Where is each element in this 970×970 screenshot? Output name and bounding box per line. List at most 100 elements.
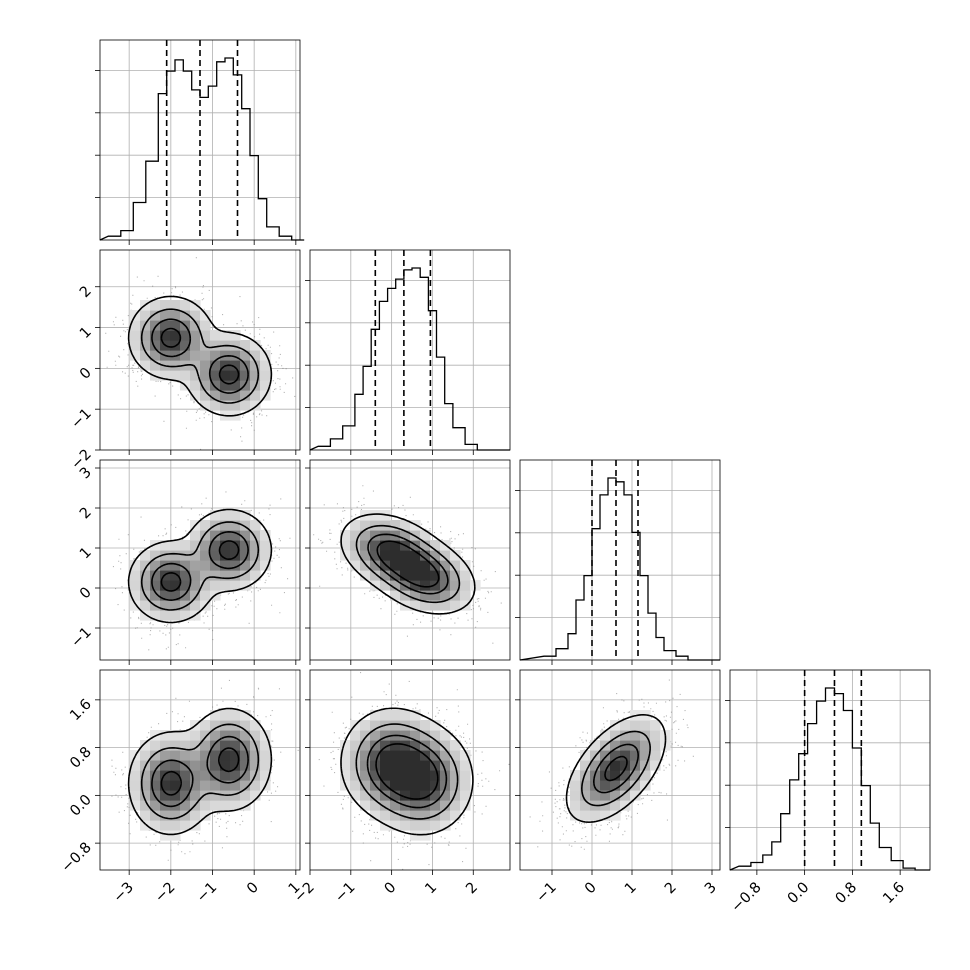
density-cell <box>230 770 241 781</box>
density-cell <box>430 560 441 571</box>
density-cell <box>350 760 361 771</box>
density-cell <box>230 740 241 751</box>
density-cell <box>620 730 631 741</box>
density-cell <box>130 570 141 581</box>
y-tick-label: 2 <box>77 505 95 523</box>
density-cell <box>410 590 421 601</box>
density-cell <box>160 820 171 831</box>
density-cell <box>260 360 271 371</box>
density-cell <box>230 520 241 531</box>
density-cell <box>240 790 251 801</box>
density-cell <box>450 740 461 751</box>
density-cell <box>220 800 231 811</box>
density-cell <box>430 790 441 801</box>
density-cell <box>180 300 191 311</box>
density-cell <box>130 580 141 591</box>
density-cell <box>190 370 201 381</box>
density-cell <box>220 560 231 571</box>
density-cell <box>650 730 661 741</box>
density-cell <box>150 370 161 381</box>
density-cell <box>240 560 251 571</box>
density-cell <box>400 760 411 771</box>
density-cell <box>240 570 251 581</box>
density-cell <box>260 730 271 741</box>
density-cell <box>180 600 191 611</box>
density-cell <box>170 600 181 611</box>
density-cell <box>440 770 451 781</box>
scatter-panel-0-1 <box>95 249 301 455</box>
density-cell <box>180 330 191 341</box>
density-cell <box>360 760 371 771</box>
density-cell <box>150 350 161 361</box>
density-cell <box>640 770 651 781</box>
density-cell <box>170 300 181 311</box>
hist-panel-1 <box>305 249 511 455</box>
density-cell <box>250 350 261 361</box>
density-cell <box>600 780 611 791</box>
density-cell <box>400 770 411 781</box>
density-cell <box>390 810 401 821</box>
density-cell <box>250 760 261 771</box>
density-cell <box>640 720 651 731</box>
density-cell <box>160 550 171 561</box>
histogram-1 <box>309 267 510 451</box>
x-tick-label: 0 <box>244 880 262 898</box>
density-cell <box>220 530 231 541</box>
density-cell <box>380 740 391 751</box>
density-cell <box>430 590 441 601</box>
density-cell <box>160 370 171 381</box>
density-cell <box>630 720 641 731</box>
density-cell <box>360 750 371 761</box>
density-cell <box>240 350 251 361</box>
contour-1 <box>151 531 249 601</box>
density-cell <box>180 370 191 381</box>
scatter-panel-2-3 <box>515 669 721 875</box>
density-cell <box>230 560 241 571</box>
density-cell <box>440 740 451 751</box>
density-cell <box>190 320 201 331</box>
density-cell <box>140 610 151 621</box>
y-tick-label: 0 <box>77 365 95 383</box>
density-cell <box>200 520 211 531</box>
density-cell <box>140 350 151 361</box>
density-cell <box>430 600 441 611</box>
density-cell <box>430 800 441 811</box>
density-cell <box>240 760 251 771</box>
density-cell <box>260 740 271 751</box>
density-cell <box>590 810 601 821</box>
density-cell <box>260 560 271 571</box>
x-tick-label: 1 <box>422 880 440 898</box>
density-cell <box>210 390 221 401</box>
axes-frame <box>309 249 511 451</box>
density-cell <box>180 740 191 751</box>
density-cell <box>420 550 431 561</box>
density-cell <box>240 750 251 761</box>
density-cell <box>360 790 371 801</box>
density-cell <box>600 790 611 801</box>
density-cell <box>160 740 171 751</box>
density-cell <box>130 600 141 611</box>
y-tick-label: −1 <box>68 625 94 651</box>
density-cell <box>410 750 421 761</box>
density-cell <box>400 810 411 821</box>
density-cell <box>370 520 381 531</box>
density-cell <box>410 830 421 841</box>
density-cell <box>230 790 241 801</box>
density-cell <box>210 380 221 391</box>
density-cell <box>150 570 161 581</box>
density-cell <box>590 760 601 771</box>
density-cell <box>430 780 441 791</box>
density-cell <box>200 780 211 791</box>
density-cell <box>200 380 211 391</box>
density-cell <box>600 810 611 821</box>
density-cell <box>240 400 251 411</box>
density-cell <box>360 770 371 781</box>
density-cell <box>240 770 251 781</box>
density-cell <box>350 540 361 551</box>
x-tick-label: 0.0 <box>785 880 813 908</box>
density-cell <box>200 540 211 551</box>
density-cell <box>190 300 201 311</box>
contour-2 <box>581 730 651 807</box>
density-cell <box>150 300 161 311</box>
density-cell <box>580 750 591 761</box>
